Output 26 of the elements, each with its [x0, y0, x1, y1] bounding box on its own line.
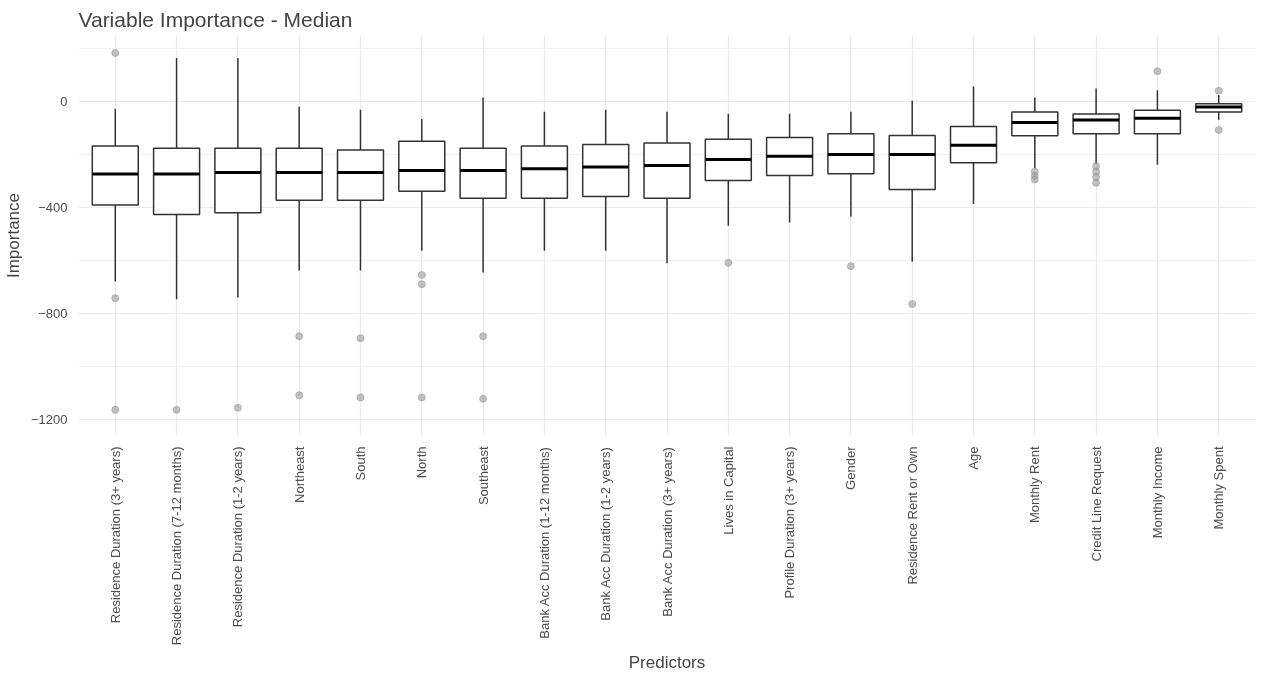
y-tick-label: −800 [38, 305, 68, 321]
x-tick-label: South [352, 446, 368, 481]
x-axis-title: Predictors [628, 653, 706, 673]
x-tick-label: Age [966, 446, 982, 470]
x-tick-label: Southeast [475, 446, 491, 506]
x-tick-label: Residence Rent or Own [904, 446, 920, 585]
y-tick-label: −1200 [30, 411, 68, 427]
x-tick-label: Gender [843, 445, 859, 490]
x-tick-label: Bank Acc Duration (1-12 months) [536, 447, 552, 639]
x-tick-label: Residence Duration (1-2 years) [230, 446, 246, 628]
x-tick-label: Monthly Spent [1211, 446, 1227, 530]
x-tick-label: Bank Acc Duration (1-2 years) [598, 447, 614, 621]
x-tick-label: North [414, 446, 430, 479]
x-tick-label: Residence Duration (7-12 months) [169, 446, 185, 646]
y-axis-title: Importance [3, 192, 23, 279]
x-tick-label: Profile Duration (3+ years) [782, 446, 798, 599]
x-tick-label: Northeast [291, 446, 307, 503]
x-tick-label: Monthly Rent [1027, 446, 1043, 524]
x-tick-label: Monthly Income [1149, 446, 1165, 539]
y-tick-label: −400 [38, 199, 68, 215]
x-tick-label: Credit Line Request [1088, 446, 1104, 562]
x-tick-label: Lives in Capital [720, 446, 736, 535]
y-tick-label: 0 [60, 94, 68, 110]
x-tick-label: Residence Duration (3+ years) [107, 446, 123, 624]
x-tick-label: Bank Acc Duration (3+ years) [659, 447, 675, 617]
chart-title: Variable Importance - Median [78, 7, 353, 31]
